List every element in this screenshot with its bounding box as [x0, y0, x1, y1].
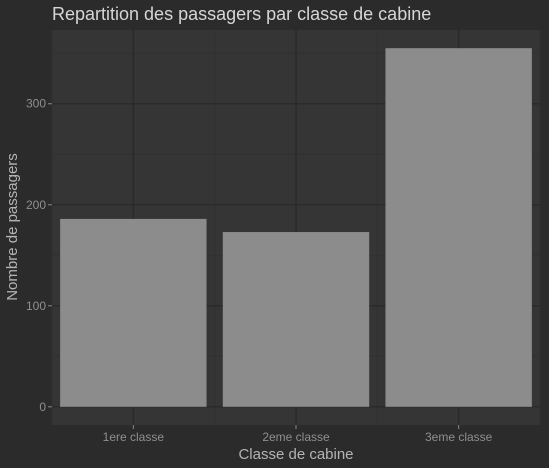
x-axis: 1ere classe 2eme classe 3eme classe [103, 425, 493, 444]
bar [60, 218, 207, 407]
x-axis-title: Classe de cabine [238, 446, 353, 463]
y-tick-label: 0 [39, 400, 46, 414]
y-tick-label: 100 [26, 299, 46, 313]
y-axis-title: Nombre de passagers [4, 153, 21, 301]
x-tick-label: 3eme classe [425, 430, 493, 444]
x-tick-label: 2eme classe [262, 430, 330, 444]
bar [222, 232, 370, 407]
y-tick-label: 300 [26, 97, 46, 111]
bar [385, 48, 532, 407]
y-tick-label: 200 [26, 198, 46, 212]
y-axis: 0 100 200 300 [26, 97, 52, 414]
bars [60, 48, 532, 407]
chart-title: Repartition des passagers par classe de … [52, 4, 431, 24]
x-tick-label: 1ere classe [103, 430, 165, 444]
